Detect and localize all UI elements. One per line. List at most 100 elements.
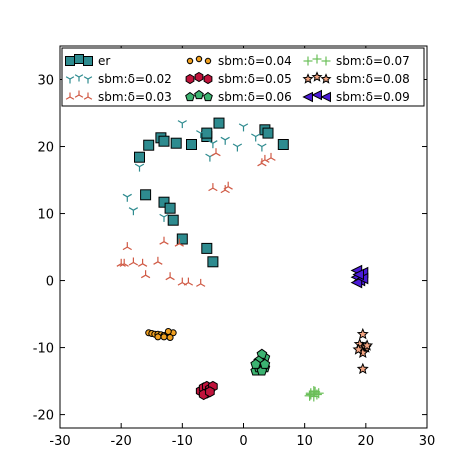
data-point: [159, 213, 169, 222]
plot-background: [60, 46, 427, 428]
legend-marker: [65, 76, 75, 84]
legend-entry: sbm:δ=0.03: [65, 90, 172, 104]
x-tick-label: 10: [296, 434, 313, 449]
legend-label: sbm:δ=0.07: [336, 54, 410, 68]
data-point: [352, 268, 364, 281]
legend-marker: [65, 56, 75, 66]
data-point: [361, 339, 374, 351]
data-point: [304, 390, 315, 401]
y-tick-label: -20: [33, 409, 54, 424]
legend-marker: [83, 76, 93, 84]
legend-entry: sbm:δ=0.05: [185, 71, 292, 86]
legend-entry: sbm:δ=0.07: [303, 54, 410, 68]
data-point: [257, 158, 267, 167]
data-point: [183, 277, 194, 286]
legend-label: sbm:δ=0.03: [98, 90, 172, 104]
data-point: [140, 270, 151, 279]
series-0: [134, 117, 289, 268]
data-point: [164, 328, 172, 335]
legend-marker: [83, 56, 93, 66]
legend-entry: sbm:δ=0.06: [185, 89, 292, 104]
series-1: [122, 120, 267, 222]
data-point: [356, 362, 369, 375]
series-7: [352, 327, 374, 375]
data-point: [177, 120, 187, 129]
y-tick-label: 0: [46, 275, 54, 290]
legend: er sbm:δ=0.02 sbm:δ=0.03 sbm:δ=0.04 sbm:δ=0.…: [61, 47, 425, 107]
legend-marker: [203, 73, 213, 85]
legend-marker: [321, 56, 331, 66]
data-point: [352, 343, 365, 355]
data-point: [211, 148, 221, 157]
data-point: [260, 154, 270, 163]
legend-label: sbm:δ=0.08: [336, 72, 410, 86]
data-point: [122, 242, 132, 251]
data-point: [137, 258, 148, 267]
legend-box: [61, 47, 425, 107]
data-point: [262, 127, 274, 139]
legend-entry: sbm:δ=0.09: [302, 89, 410, 104]
data-point: [154, 333, 162, 341]
data-point: [134, 163, 145, 172]
legend-marker: [83, 92, 93, 100]
legend-entry: sbm:δ=0.08: [302, 71, 410, 86]
data-point: [140, 189, 152, 201]
y-tick-label: -10: [33, 342, 54, 357]
legend-marker: [74, 74, 84, 82]
data-point: [119, 258, 129, 267]
data-point: [128, 207, 139, 216]
data-point: [259, 358, 271, 369]
data-point: [251, 133, 261, 142]
legend-label: sbm:δ=0.02: [98, 72, 172, 86]
data-point: [176, 233, 188, 245]
data-points: [116, 117, 374, 402]
y-tick-label: 20: [37, 141, 54, 156]
x-tick-label: 0: [239, 434, 247, 449]
legend-entry: sbm:δ=0.02: [65, 72, 172, 86]
legend-marker: [204, 57, 212, 65]
data-point: [134, 151, 145, 163]
data-point: [277, 139, 289, 150]
data-point: [201, 127, 213, 139]
data-point: [159, 236, 169, 245]
legend-entry: sbm:δ=0.04: [186, 54, 292, 68]
legend-marker: [185, 91, 195, 102]
data-point: [167, 214, 179, 226]
legend-label: sbm:δ=0.05: [218, 72, 292, 86]
data-point: [201, 242, 213, 254]
data-point: [122, 193, 132, 202]
data-point: [160, 333, 168, 341]
data-point: [232, 143, 243, 152]
legend-marker: [312, 54, 322, 64]
data-point: [186, 139, 197, 150]
series-8: [350, 264, 369, 289]
legend-marker: [194, 71, 204, 83]
data-point: [116, 258, 126, 267]
x-tick-label: -20: [111, 434, 132, 449]
legend-marker: [74, 90, 84, 98]
legend-label: sbm:δ=0.09: [336, 90, 410, 104]
data-point: [213, 117, 225, 129]
data-point: [158, 196, 170, 208]
data-point: [220, 185, 230, 194]
legend-marker: [302, 91, 313, 103]
legend-marker: [320, 91, 331, 103]
data-point: [310, 386, 321, 397]
legend-label: sbm:δ=0.04: [218, 54, 292, 68]
legend-entry: er: [65, 54, 110, 68]
y-tick-label: 10: [37, 208, 54, 223]
x-tick-label: 20: [358, 434, 375, 449]
data-point: [250, 358, 262, 369]
series-3: [145, 328, 177, 341]
series-5: [250, 348, 271, 376]
legend-marker: [311, 89, 322, 101]
data-point: [128, 257, 139, 266]
legend-marker: [186, 57, 194, 65]
data-point: [153, 256, 163, 265]
data-point: [266, 152, 276, 161]
x-tick-label: 30: [419, 434, 436, 449]
legend-marker: [74, 54, 84, 64]
data-point: [220, 136, 230, 145]
data-point: [164, 202, 176, 214]
